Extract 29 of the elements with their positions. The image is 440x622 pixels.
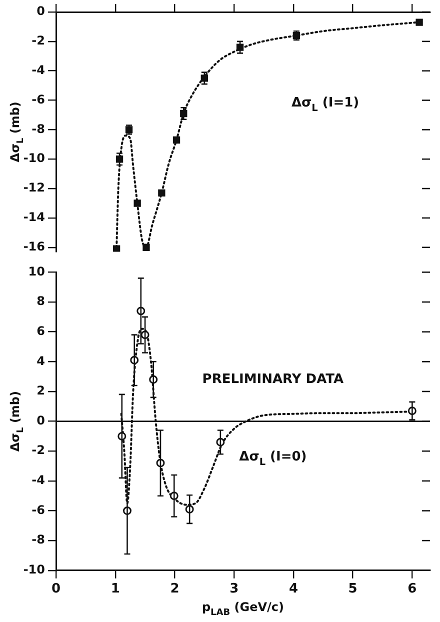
y-tick-label: -16: [23, 240, 45, 254]
y-tick-label: 0: [36, 413, 45, 428]
y-tick-label: -4: [32, 473, 45, 488]
x-tick-label: 2: [170, 582, 180, 597]
x-tick-label: 3: [230, 582, 239, 597]
y-tick-label: -8: [32, 532, 45, 547]
y-tick-label: -10: [23, 151, 45, 166]
y-axis-title: ΔσL (mb): [8, 390, 26, 452]
y-tick-label: -2: [32, 34, 45, 48]
y-tick-label: -4: [32, 62, 45, 77]
y-tick-label: -10: [23, 562, 45, 577]
y-tick-label: -6: [32, 92, 45, 106]
x-tick-label: 6: [408, 582, 417, 597]
y-tick-label: -2: [32, 443, 45, 458]
x-tick-label: 0: [51, 582, 61, 597]
y-tick-label: 0: [36, 4, 45, 18]
x-tick-label: 5: [348, 582, 358, 597]
y-tick-label: -14: [23, 210, 45, 224]
y-tick-label: -6: [32, 502, 45, 517]
x-tick-label: 1: [110, 582, 120, 597]
x-tick-label: 4: [288, 582, 298, 597]
y-tick-label: 6: [36, 324, 45, 338]
y-tick-label: -8: [32, 122, 45, 136]
y-tick-label: -12: [23, 180, 45, 195]
y-tick-label: 8: [36, 294, 45, 308]
y-tick-label: 4: [36, 354, 45, 368]
y-tick-label: 10: [28, 264, 45, 278]
annotation: PRELIMINARY DATA: [202, 372, 344, 387]
y-tick-label: 2: [36, 384, 45, 398]
